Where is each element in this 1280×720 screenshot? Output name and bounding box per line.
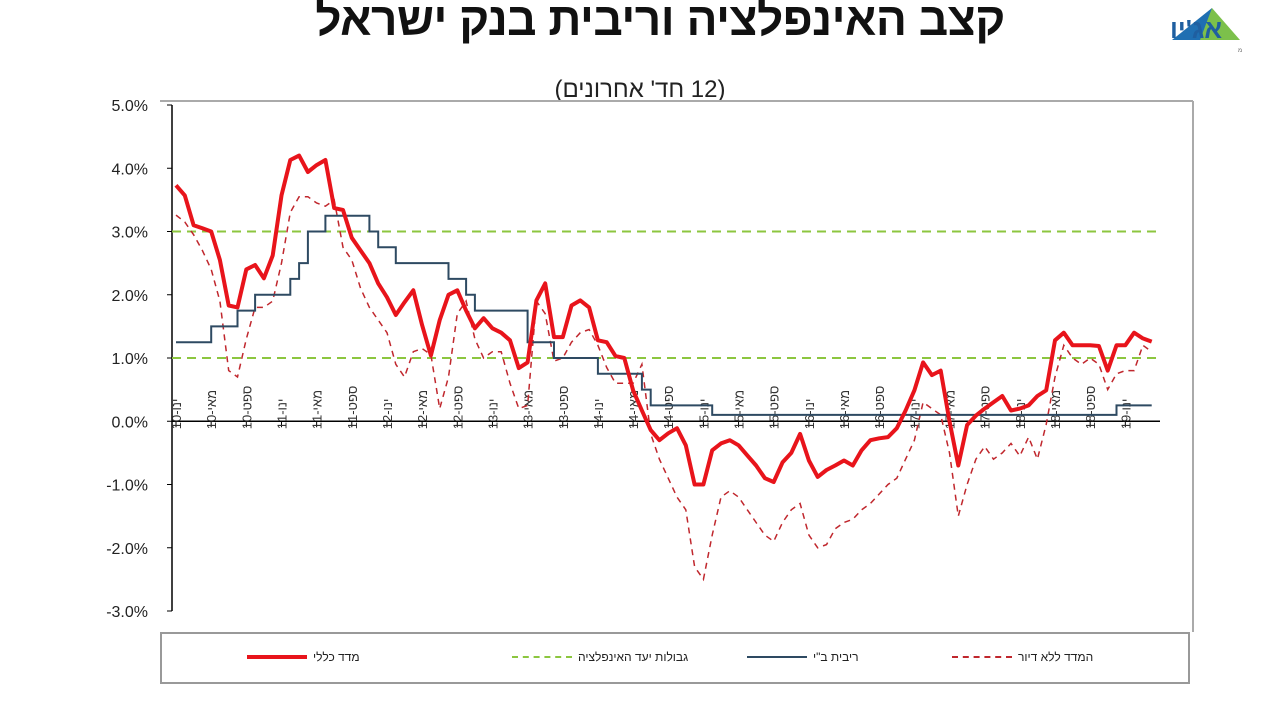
legend-swatch-target: [512, 656, 572, 658]
x-tick-label: מאי-12: [415, 390, 430, 429]
x-tick-label: ספט-18: [1083, 386, 1098, 430]
x-tick-label: ינו-11: [274, 399, 289, 430]
x-tick-label: מאי-11: [310, 390, 325, 429]
x-tick-label: מאי-14: [626, 390, 641, 429]
core-cpi-line: [175, 195, 1153, 582]
chart-frame: [160, 100, 1194, 632]
y-tick-label: -1.0%: [106, 478, 148, 495]
y-tick-label: 2.0%: [112, 288, 148, 305]
x-tick-label: מאי-15: [732, 390, 747, 429]
x-tick-label: ינו-16: [802, 399, 817, 430]
x-tick-label: מאי-16: [837, 390, 852, 429]
x-tick-label: ינו-17: [907, 399, 922, 430]
svg-text:ניהול סיכונים והתחשבנות פיננסי: ניהול סיכונים והתחשבנות פיננסית בע"מ: [1238, 46, 1242, 54]
legend-item-core: המדד ללא דיור: [952, 650, 1093, 664]
x-tick-label: מאי-17: [943, 390, 958, 429]
legend-item-target: גבולות יעד האינפלציה: [512, 650, 688, 664]
x-tick-label: מאי-10: [204, 390, 219, 429]
y-tick-label: -2.0%: [106, 541, 148, 558]
interest-rate-line: [176, 214, 1152, 416]
x-tick-label: ינו-12: [380, 399, 395, 430]
y-tick-label: 4.0%: [112, 161, 148, 178]
x-tick-label: ספט-14: [661, 386, 676, 430]
x-tick-label: ספט-10: [239, 386, 254, 430]
legend-label-cpi: מדד כללי: [313, 650, 360, 664]
x-tick-label: מאי-18: [1048, 390, 1063, 429]
x-tick-label: ינו-15: [696, 399, 711, 430]
x-tick-label: ינו-10: [169, 399, 184, 430]
y-tick-label: 0.0%: [112, 414, 148, 431]
y-tick-label: 3.0%: [112, 225, 148, 242]
svg-text:אג'יו: אג'יו: [1170, 14, 1222, 44]
x-tick-label: ינו-14: [591, 399, 606, 430]
logo-blue-triangle: [1172, 8, 1212, 40]
legend-swatch-rate: [747, 656, 807, 658]
x-tick-label: מאי-13: [521, 390, 536, 429]
legend-label-target: גבולות יעד האינפלציה: [578, 650, 689, 664]
x-tick-label: ינו-13: [485, 399, 500, 430]
x-tick-label: ינו-18: [1013, 399, 1028, 430]
x-tick-label: ספט-12: [450, 386, 465, 430]
legend-item-cpi: מדד כללי: [247, 650, 360, 664]
x-tick-label: ינו-19: [1118, 399, 1133, 430]
company-logo: אג'יו ניהול סיכונים והתחשבנות פיננסית בע…: [1170, 8, 1242, 54]
cpi-line: [174, 153, 1153, 487]
page-title: קצב האינפלציה וריבית בנק ישראל: [315, 0, 1005, 45]
chart-subtitle: (12 חד' אחרונים): [554, 76, 726, 103]
legend-swatch-core: [952, 656, 1012, 658]
x-tick-label: ספט-11: [345, 386, 360, 430]
legend-item-rate: ריבית ב"י: [747, 650, 859, 664]
logo-green-triangle: [1200, 8, 1240, 40]
legend-label-rate: ריבית ב"י: [813, 650, 859, 664]
y-tick-label: 1.0%: [112, 351, 148, 368]
x-tick-label: ספט-17: [978, 386, 993, 430]
legend-swatch-cpi: [247, 655, 307, 659]
x-tick-label: ספט-16: [872, 386, 887, 430]
legend-label-core: המדד ללא דיור: [1018, 650, 1094, 664]
y-tick-label: -3.0%: [106, 604, 148, 621]
y-tick-label: 5.0%: [112, 98, 148, 115]
chart-legend: מדד כללי גבולות יעד האינפלציה ריבית ב"י …: [160, 632, 1190, 684]
x-tick-label: ספט-15: [767, 386, 782, 430]
x-tick-label: ספט-13: [556, 386, 571, 430]
